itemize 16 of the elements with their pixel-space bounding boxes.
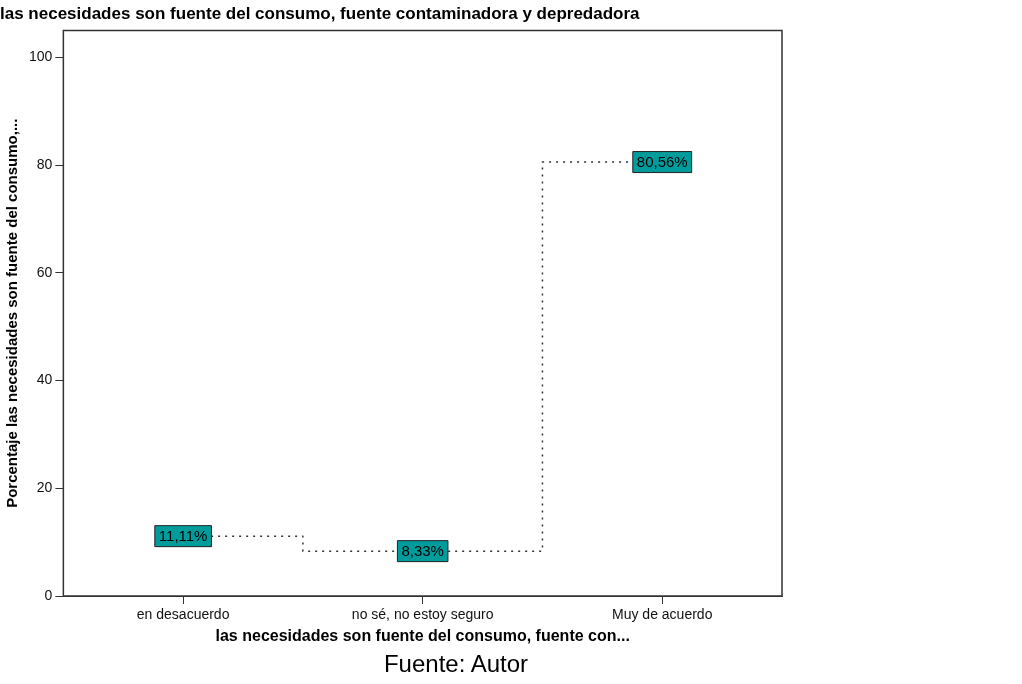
data-label: 11,11% (158, 527, 208, 545)
data-label: 80,56% (636, 153, 688, 171)
y-axis-title: Porcentaje las necesidades son fuente del consumo,... (3, 118, 21, 508)
y-tick-label: 60 (36, 263, 53, 280)
y-tick-label: 20 (36, 479, 53, 496)
y-tick-label: 100 (29, 48, 53, 65)
x-tick-label: Muy de acuerdo (612, 606, 713, 623)
data-label: 8,33% (401, 542, 444, 560)
source-note: Fuente: Autor (382, 650, 530, 678)
y-tick-label: 80 (36, 155, 53, 172)
x-tick-label: en desacuerdo (136, 606, 230, 623)
x-axis-title: las necesidades son fuente del consumo, fuente con... (215, 626, 630, 644)
x-tick-label: no sé, no estoy seguro (351, 606, 494, 623)
chart-title: las necesidades son fuente del consumo, fuente contaminadora y depredadora (0, 3, 641, 23)
y-tick-label: 0 (44, 586, 53, 603)
y-tick-label: 40 (36, 371, 53, 388)
